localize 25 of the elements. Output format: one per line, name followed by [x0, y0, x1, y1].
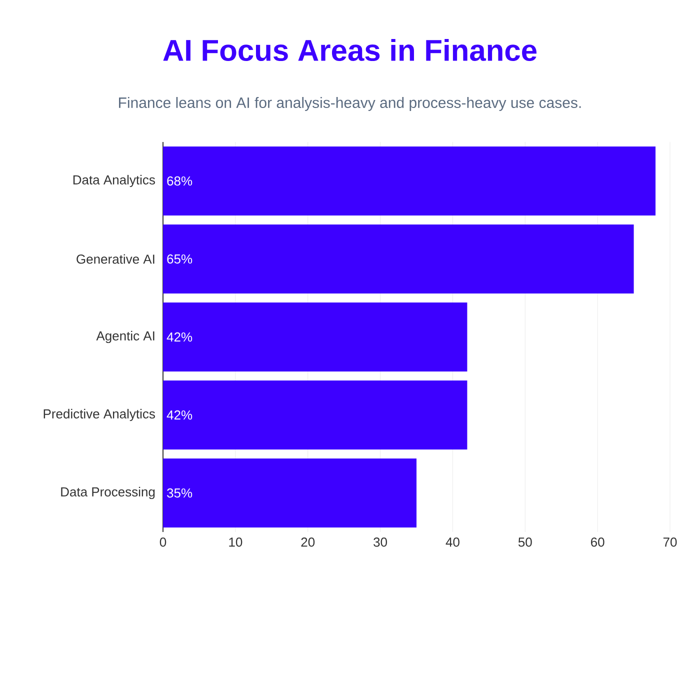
x-tick-label: 50: [518, 538, 532, 547]
data-label: 68%: [167, 176, 192, 186]
x-tick-label: 70: [663, 538, 677, 547]
x-tick-label: 0: [160, 538, 166, 547]
bar: [163, 146, 656, 216]
bar: [163, 380, 468, 450]
y-tick-label: Predictive Analytics: [44, 408, 155, 422]
x-tick-label: 10: [229, 538, 242, 547]
bar: [163, 224, 634, 294]
chart-subtitle: Finance leans on AI for analysis-heavy and process-heavy use cases.: [119, 97, 581, 111]
data-label: 65%: [167, 254, 192, 264]
data-label: 35%: [167, 488, 192, 498]
bar: [163, 302, 468, 372]
y-tick-label: Agentic AI: [96, 330, 154, 344]
bar: [163, 458, 416, 528]
x-tick-label: 60: [591, 538, 604, 547]
y-tick-label: Data Analytics: [73, 174, 155, 188]
x-tick-label: 40: [446, 538, 460, 547]
data-label: 42%: [166, 410, 192, 420]
data-label: 42%: [166, 332, 192, 342]
x-tick-label: 20: [301, 538, 315, 547]
y-tick-label: Generative AI: [76, 254, 154, 264]
chart-title: AI Focus Areas in Finance: [163, 38, 537, 62]
y-tick-label: Data Processing: [61, 486, 155, 500]
x-tick-label: 30: [374, 538, 388, 547]
